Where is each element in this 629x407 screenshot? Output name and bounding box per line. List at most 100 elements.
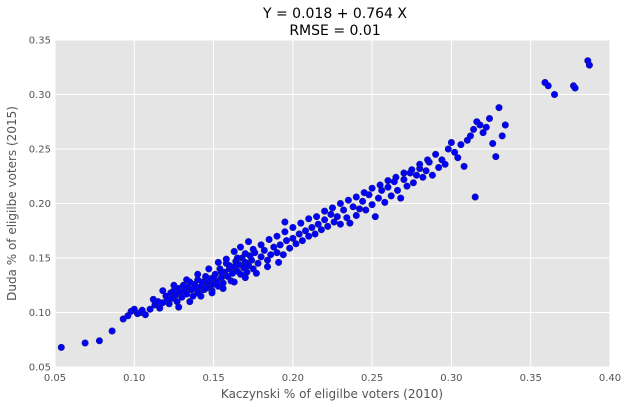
scatter-point [432,150,440,158]
scatter-point [245,262,253,270]
scatter-point [245,238,253,246]
scatter-point [444,145,452,153]
scatter-point [289,234,297,242]
scatter-point [328,204,336,212]
scatter-point [324,222,332,230]
scatter-point [275,258,283,266]
scatter-point [308,224,316,232]
scatter-point [281,228,289,236]
scatter-point [343,214,351,222]
scatter-point [368,184,376,192]
scatter-point [205,265,213,273]
scatter-point [282,237,290,245]
scatter-point [400,176,408,184]
scatter-point [241,274,249,282]
scatter-point [393,186,401,194]
scatter-point [237,270,245,278]
scatter-point [186,298,194,306]
scatter-point [81,339,89,347]
scatter-point [571,84,579,92]
grid-lines [54,39,611,368]
scatter-point [202,284,210,292]
scatter-point [263,263,271,271]
scatter-point [416,160,424,168]
scatter-point [219,284,227,292]
scatter-point [311,230,319,238]
scatter-point [241,250,249,258]
y-tick-label: 0.05 [29,363,51,374]
scatter-point [392,173,400,181]
scatter-point [359,197,367,205]
scatter-point [194,270,202,278]
x-tick-label: 0.25 [361,373,383,384]
scatter-point [159,287,167,295]
scatter-point [270,243,278,251]
scatter-point [476,121,484,129]
scatter-point [257,241,265,249]
scatter-point [501,121,509,129]
scatter-point [479,129,487,137]
scatter-point [466,132,474,140]
y-tick-label: 0.30 [29,90,51,101]
y-tick-label: 0.10 [29,308,51,319]
scatter-point [327,210,335,218]
scatter-point [289,224,297,232]
scatter-point [352,212,360,220]
scatter-point [230,248,238,256]
scatter-point [344,196,352,204]
scatter-point [170,281,178,289]
scatter-point [346,219,354,227]
scatter-point [352,193,360,201]
scatter-point [95,337,103,345]
scatter-point [381,198,389,206]
scatter-point [237,243,245,251]
scatter-point [340,206,348,214]
scatter-point [141,311,149,319]
scatter-point [371,213,379,221]
scatter-point [360,189,368,197]
scatter-point [387,192,395,200]
x-axis-label: Kaczynski % of eligilbe voters (2010) [221,387,443,401]
scatter-point [292,240,300,248]
scatter-point [408,166,416,174]
y-tick-label: 0.25 [29,145,51,156]
scatter-point [550,91,558,99]
scatter-point [279,251,287,259]
y-tick-label: 0.35 [29,36,51,47]
scatter-point [447,139,455,147]
scatter-point [460,162,468,170]
scatter-point [349,203,357,211]
scatter-point [374,194,382,202]
scatter-point [218,268,226,276]
scatter-point [248,256,256,264]
scatter-point [419,173,427,181]
scatter-point [260,246,268,254]
scatter-point [321,216,329,224]
scatter-point [451,148,459,156]
scatter-point [333,213,341,221]
scatter-point [222,255,230,263]
scatter-point [286,244,294,252]
scatter-point [156,304,164,312]
scatter-point [317,226,325,234]
scatter-point [376,181,384,189]
scatter-point [281,218,289,226]
x-tick-label: 0.05 [44,373,66,384]
scatter-point [384,183,392,191]
scatter-point [422,167,430,175]
scatter-point [197,292,205,300]
scatter-point [175,303,183,311]
scatter-point [297,219,305,227]
scatter-point [210,274,218,282]
scatter-point [305,232,313,240]
scatter-point [435,164,443,172]
scatter-point [230,278,238,286]
chart-title: Y = 0.018 + 0.764 X RMSE = 0.01 [262,6,407,39]
scatter-point [321,207,329,215]
scatter-point [495,104,503,112]
x-tick-label: 0.30 [440,373,462,384]
scatter-point [273,249,281,257]
scatter-point [384,177,392,185]
scatter-point [441,160,449,168]
scatter-point [276,241,284,249]
